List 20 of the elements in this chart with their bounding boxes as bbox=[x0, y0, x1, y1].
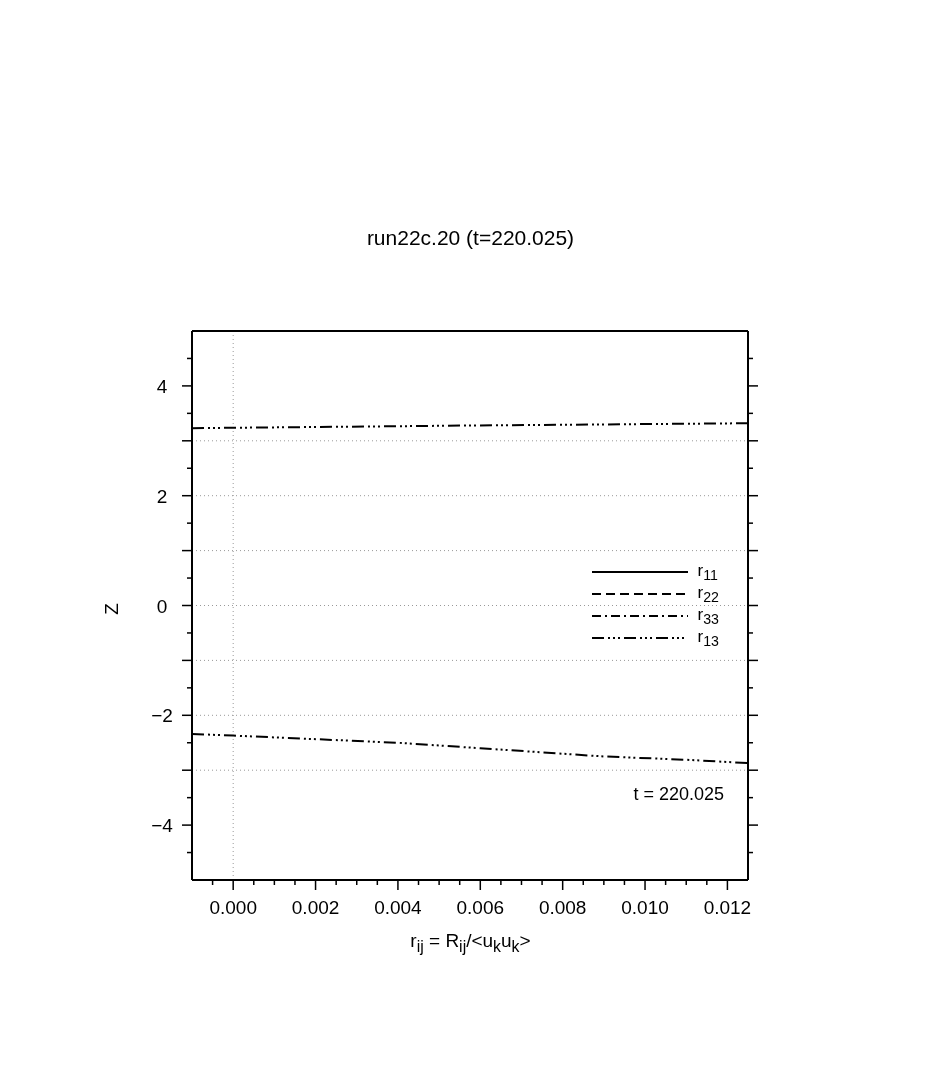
x-tick-label: 0.010 bbox=[621, 897, 669, 918]
legend-label: r$_{13}$ bbox=[697, 626, 719, 650]
y-tick-label: −4 bbox=[151, 815, 174, 837]
legend-label: r$_{22}$ bbox=[697, 582, 719, 606]
legend-label: r$_{33}$ bbox=[697, 604, 719, 628]
x-tick-label: 0.006 bbox=[456, 897, 505, 918]
annotation: t = 220.025 bbox=[633, 784, 724, 805]
y-tick-label: 4 bbox=[156, 375, 168, 397]
y-axis-title: Z bbox=[100, 603, 123, 615]
x-tick-label: 0.002 bbox=[291, 897, 340, 918]
legend-label: r$_{11}$ bbox=[697, 560, 718, 584]
x-tick-label: 0.008 bbox=[538, 897, 587, 918]
x-tick-label: 0.004 bbox=[374, 897, 423, 918]
x-tick-label: 0.012 bbox=[703, 897, 752, 918]
y-tick-label: 2 bbox=[156, 485, 168, 507]
chart-title: run22c.20 (t=220.025) bbox=[365, 226, 576, 250]
x-tick-label: 0.000 bbox=[209, 897, 257, 918]
text: r$_{ij}$ = R$_{ij}$/<u$_{k}$u$_{k}$> bbox=[410, 930, 531, 955]
y-tick-label: 0 bbox=[156, 595, 168, 617]
y-tick-label: −2 bbox=[151, 705, 173, 727]
